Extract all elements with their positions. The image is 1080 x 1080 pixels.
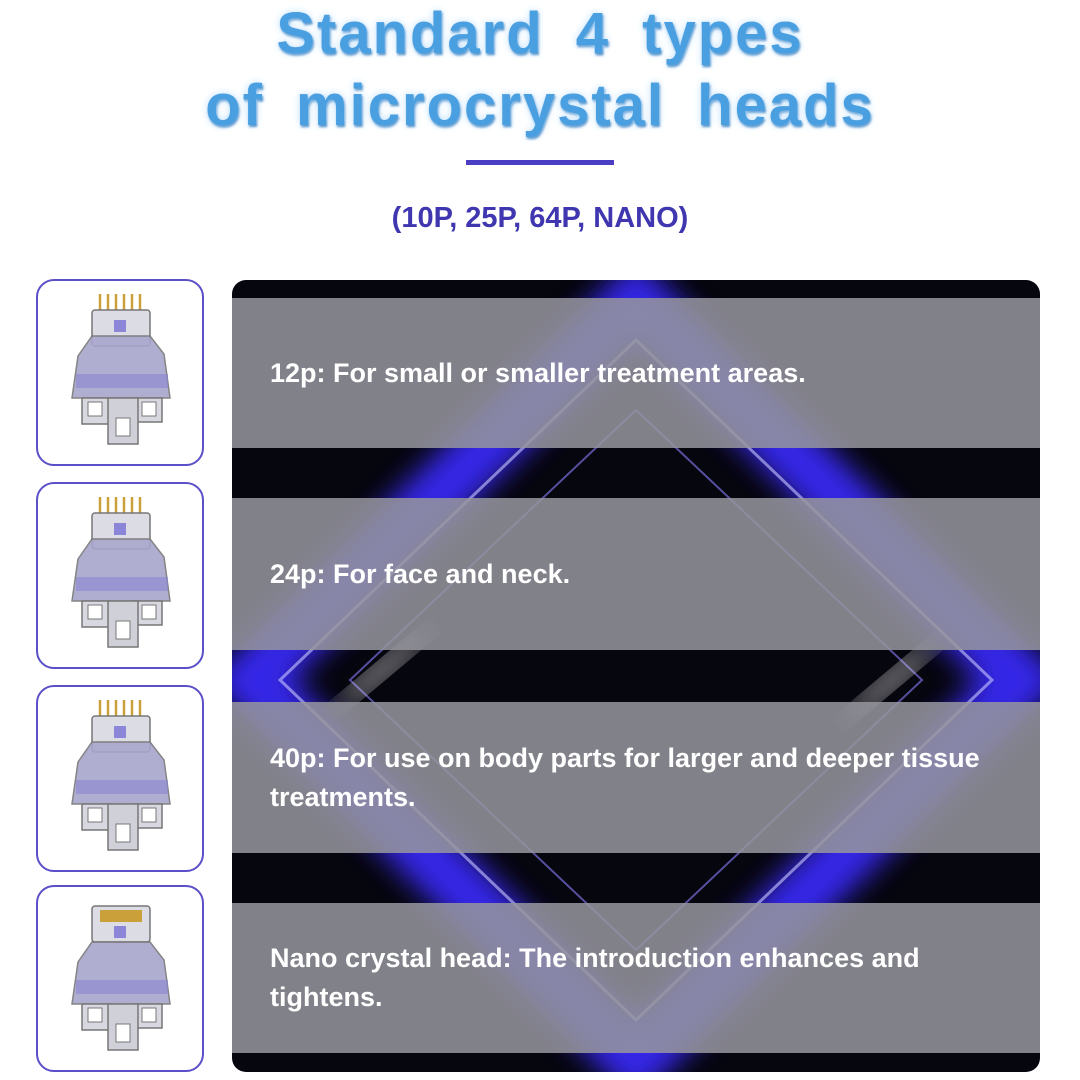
head-card-40p (36, 685, 204, 872)
microcrystal-head-24p-icon (60, 493, 180, 658)
description-40p: 40p: For use on body parts for larger an… (232, 702, 1040, 853)
title-line-2: of microcrystal heads (205, 73, 875, 138)
microcrystal-head-12p-icon (60, 290, 180, 455)
microcrystal-head-40p-icon (60, 696, 180, 861)
description-nano: Nano crystal head: The introduction enha… (232, 903, 1040, 1053)
description-24p: 24p: For face and neck. (232, 498, 1040, 650)
head-card-24p (36, 482, 204, 669)
microcrystal-head-nano-icon (60, 896, 180, 1061)
subtitle: (10P, 25P, 64P, NANO) (391, 202, 689, 234)
description-panel: 12p: For small or smaller treatment area… (232, 280, 1040, 1072)
head-card-12p (36, 279, 204, 466)
title-line-1: Standard 4 types (276, 1, 804, 66)
head-card-nano (36, 885, 204, 1072)
description-12p: 12p: For small or smaller treatment area… (232, 298, 1040, 448)
divider (466, 160, 614, 165)
